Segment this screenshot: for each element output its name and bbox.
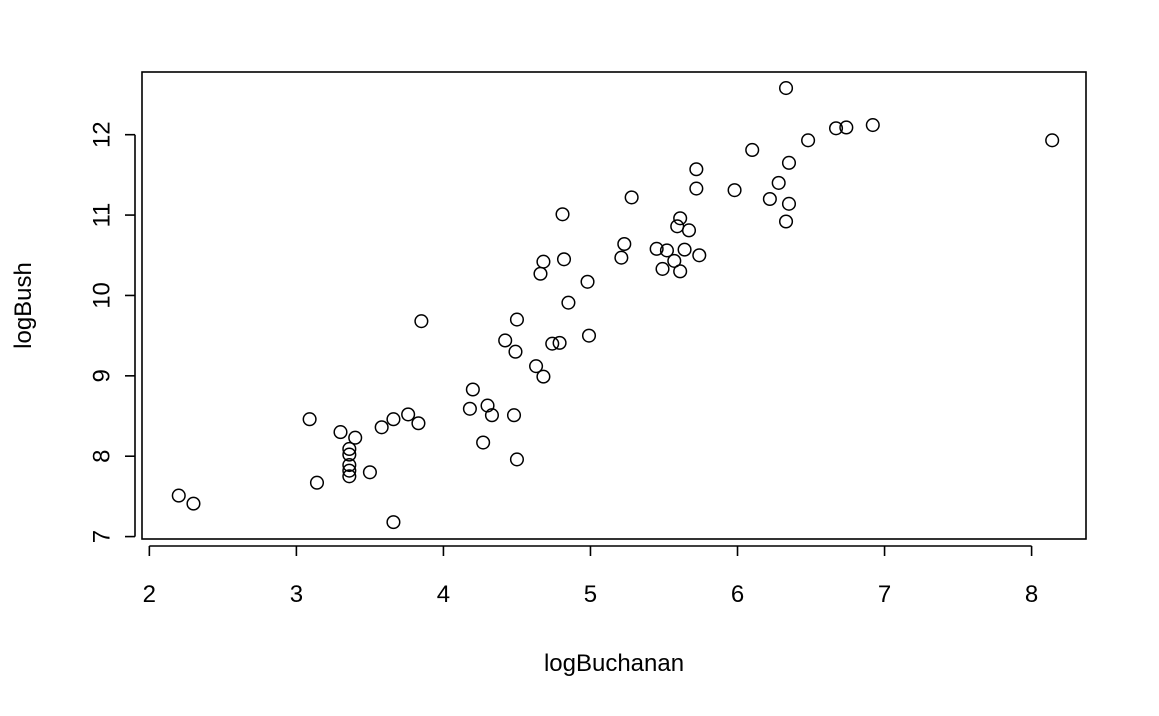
data-point (302, 412, 317, 427)
x-axis-title: logBuchanan (544, 650, 684, 677)
x-tick-label: 2 (143, 581, 156, 608)
data-point (484, 408, 500, 423)
y-tick-label: 8 (89, 450, 116, 463)
data-point (673, 264, 688, 279)
data-points (171, 81, 1060, 530)
data-point (614, 250, 629, 265)
data-point (545, 336, 560, 351)
data-point (401, 407, 416, 422)
data-point (386, 412, 401, 427)
data-point (506, 408, 522, 423)
x-axis: 2 3 4 5 6 7 8 (143, 545, 1038, 608)
plot-frame (141, 71, 1087, 540)
data-point (509, 452, 525, 467)
data-point (801, 133, 816, 148)
data-point (659, 243, 674, 258)
data-point (692, 248, 707, 263)
data-point (555, 207, 570, 222)
x-tick-label: 6 (731, 581, 744, 608)
y-tick-label: 12 (89, 121, 116, 148)
data-point (529, 359, 544, 374)
data-point (509, 312, 525, 327)
data-point (171, 488, 186, 503)
data-point (309, 475, 325, 490)
data-point (745, 142, 760, 158)
x-tick-label: 3 (290, 581, 303, 608)
data-point (186, 496, 201, 511)
data-point (681, 223, 697, 238)
data-point (839, 120, 854, 135)
y-axis-title: logBush (10, 262, 37, 349)
data-point (333, 425, 348, 440)
data-point (727, 183, 742, 198)
data-point (465, 382, 480, 397)
data-point (386, 515, 401, 530)
data-point (374, 420, 389, 435)
data-point (778, 81, 794, 96)
x-tick-label: 7 (878, 581, 891, 608)
data-point (462, 401, 477, 416)
data-point (649, 241, 664, 256)
data-point (581, 328, 597, 343)
data-point (342, 463, 357, 478)
data-point (771, 175, 786, 190)
data-point (1045, 133, 1060, 148)
data-point (533, 266, 548, 281)
x-tick-label: 5 (584, 581, 597, 608)
data-point (348, 430, 363, 445)
data-point (865, 117, 880, 133)
data-point (617, 236, 632, 252)
y-tick-label: 11 (89, 203, 116, 228)
data-point (536, 369, 551, 384)
y-tick-label: 9 (89, 369, 116, 382)
data-point (624, 190, 639, 205)
y-tick-label: 10 (89, 282, 116, 309)
data-point (828, 121, 844, 136)
data-point (689, 181, 704, 196)
x-tick-label: 8 (1025, 581, 1038, 608)
data-point (580, 274, 595, 289)
data-point (762, 191, 777, 207)
data-point (677, 242, 692, 257)
data-point (414, 314, 429, 329)
data-point (342, 447, 357, 462)
data-point (561, 295, 576, 310)
data-point (508, 344, 523, 359)
data-point (536, 254, 551, 269)
x-tick-label: 4 (437, 581, 450, 608)
data-point (556, 252, 572, 267)
data-point (552, 335, 567, 350)
data-point (670, 219, 685, 234)
data-point (480, 398, 495, 413)
data-point (667, 253, 682, 268)
data-point (498, 333, 513, 348)
data-point (476, 435, 491, 450)
data-point (673, 211, 688, 226)
data-point (342, 458, 357, 473)
data-point (362, 465, 377, 480)
data-point (342, 469, 357, 484)
data-point (655, 261, 670, 276)
y-tick-label: 7 (89, 530, 116, 543)
y-axis: 7 8 9 10 11 12 (89, 121, 136, 543)
data-point (411, 416, 426, 431)
data-point (689, 162, 704, 177)
data-point (778, 214, 794, 229)
data-point (342, 441, 357, 457)
data-point (781, 155, 797, 170)
data-point (781, 196, 797, 211)
